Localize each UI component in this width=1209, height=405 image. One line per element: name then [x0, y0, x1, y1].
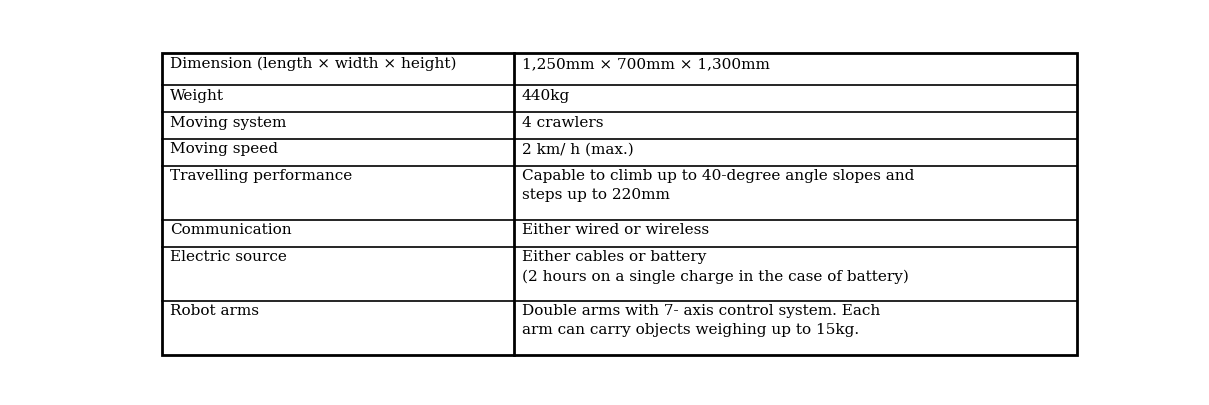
Text: 1,250mm × 700mm × 1,300mm: 1,250mm × 700mm × 1,300mm	[522, 57, 770, 71]
Text: Either cables or battery
(2 hours on a single charge in the case of battery): Either cables or battery (2 hours on a s…	[522, 250, 909, 283]
Text: Weight: Weight	[169, 88, 224, 102]
Text: Electric source: Electric source	[169, 250, 287, 264]
Text: 4 crawlers: 4 crawlers	[522, 115, 603, 129]
Text: 2 km/ h (max.): 2 km/ h (max.)	[522, 142, 634, 156]
Text: 440kg: 440kg	[522, 88, 571, 102]
Text: Moving system: Moving system	[169, 115, 287, 129]
Text: Communication: Communication	[169, 223, 291, 237]
Text: Travelling performance: Travelling performance	[169, 169, 352, 183]
Text: Moving speed: Moving speed	[169, 142, 278, 156]
Text: Dimension (length × width × height): Dimension (length × width × height)	[169, 57, 456, 71]
Text: Either wired or wireless: Either wired or wireless	[522, 223, 708, 237]
Text: Capable to climb up to 40-degree angle slopes and
steps up to 220mm: Capable to climb up to 40-degree angle s…	[522, 169, 914, 202]
Text: Robot arms: Robot arms	[169, 303, 259, 318]
Text: Double arms with 7- axis control system. Each
arm can carry objects weighing up : Double arms with 7- axis control system.…	[522, 303, 880, 337]
